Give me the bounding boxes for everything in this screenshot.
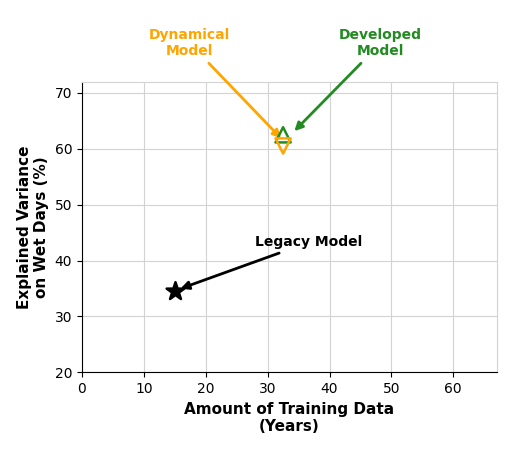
Text: Developed
Model: Developed Model — [296, 28, 422, 129]
X-axis label: Amount of Training Data
(Years): Amount of Training Data (Years) — [184, 401, 394, 434]
Point — [279, 131, 287, 138]
Text: Legacy Model: Legacy Model — [183, 235, 362, 288]
Point — [170, 288, 179, 295]
Y-axis label: Explained Variance
on Wet Days (%): Explained Variance on Wet Days (%) — [16, 145, 49, 309]
Text: Dynamical
Model: Dynamical Model — [149, 28, 279, 136]
Point — [279, 143, 287, 150]
